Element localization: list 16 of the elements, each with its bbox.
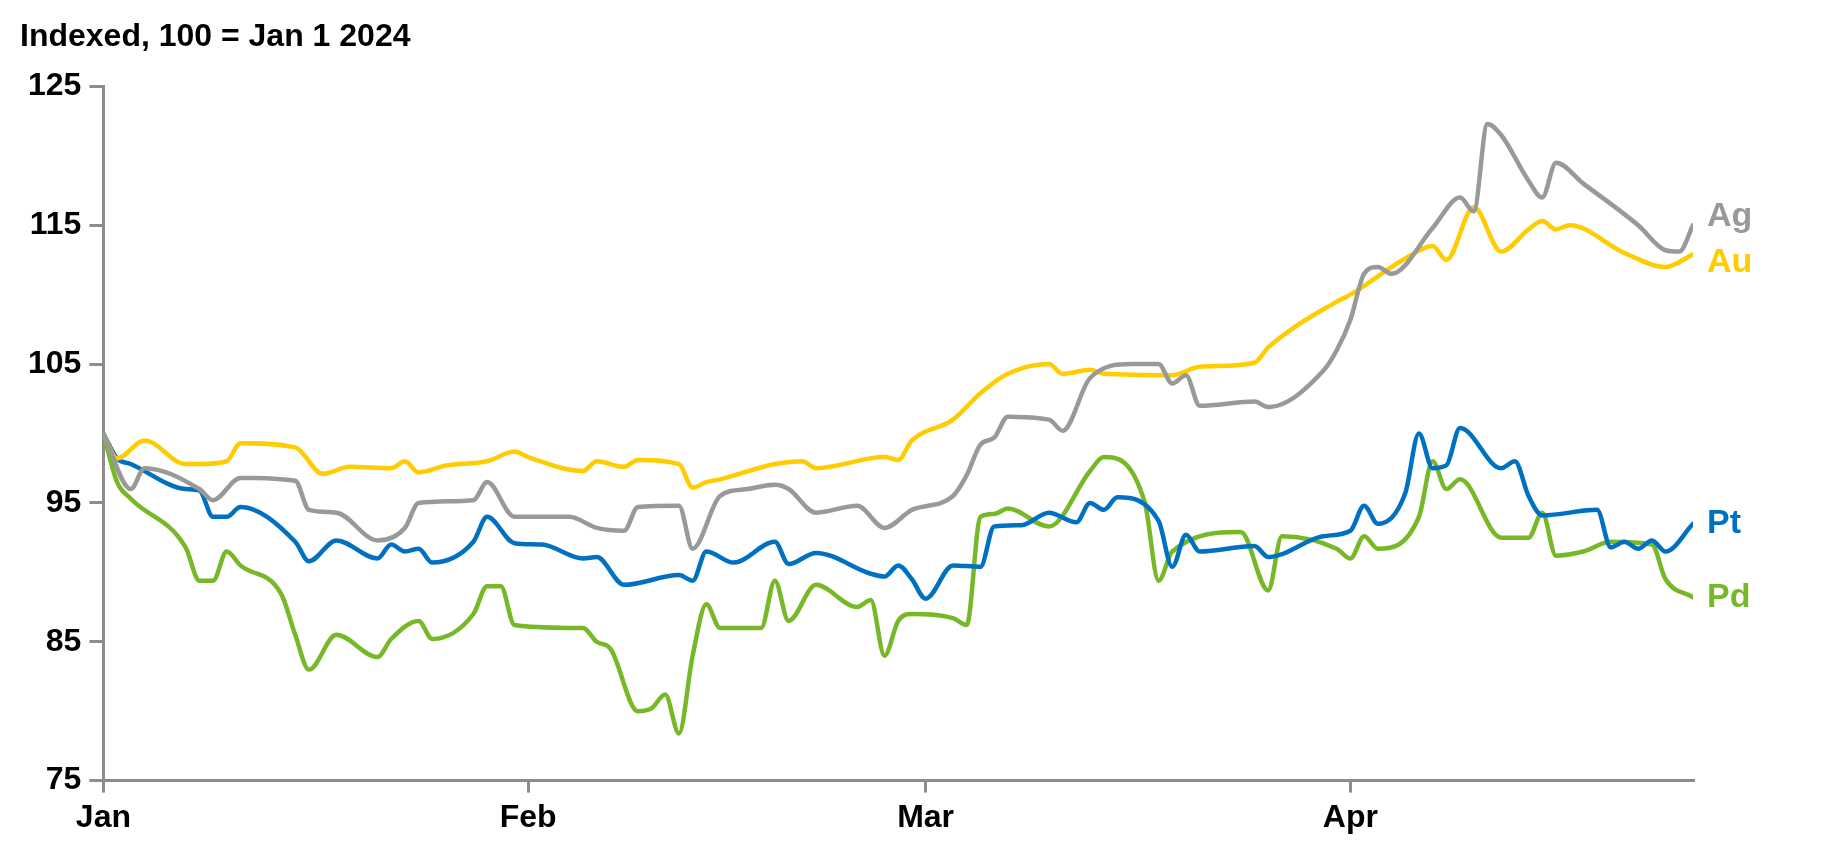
line-series <box>103 121 1693 551</box>
y-tick-label: 95 <box>45 482 82 519</box>
y-tick-label: 125 <box>28 66 82 103</box>
series-label: Pd <box>1707 575 1751 614</box>
series-label: Ag <box>1707 195 1753 234</box>
chart-title: Indexed, 100 = Jan 1 2024 <box>20 17 411 54</box>
y-tick-label: 75 <box>45 760 82 797</box>
x-tick-label: Feb <box>499 797 557 834</box>
series-label: Pt <box>1707 502 1741 541</box>
y-tick-label: 105 <box>28 343 82 380</box>
x-tick-label: Apr <box>1322 797 1378 834</box>
y-tick-label: 85 <box>45 621 82 658</box>
series-label: Au <box>1707 241 1753 280</box>
x-tick-label: Jan <box>75 797 131 834</box>
x-tick-label: Mar <box>897 797 955 834</box>
y-tick-label: 115 <box>29 205 82 242</box>
